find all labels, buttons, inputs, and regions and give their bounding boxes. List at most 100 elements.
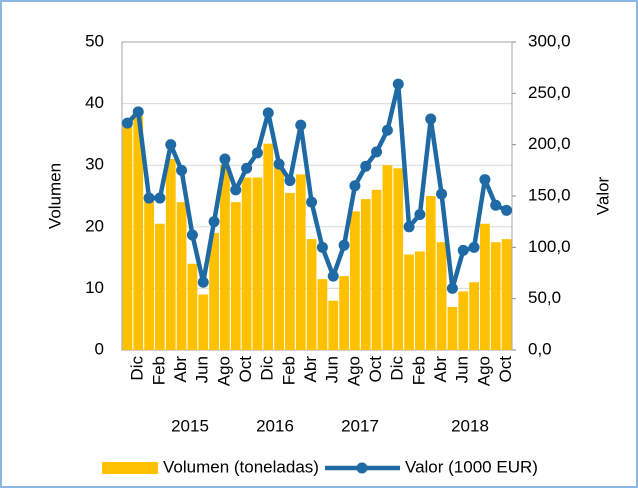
line-marker bbox=[230, 184, 242, 196]
y-tick-label: 50 bbox=[85, 31, 104, 50]
bar bbox=[371, 189, 382, 350]
line-marker bbox=[349, 180, 361, 192]
line-marker bbox=[197, 276, 209, 288]
bar bbox=[436, 242, 447, 350]
line-marker bbox=[251, 147, 263, 159]
plot-border bbox=[121, 41, 513, 351]
x-tick-label: Oct bbox=[496, 356, 515, 383]
x-tick-label: Ago bbox=[344, 356, 363, 386]
line-marker bbox=[219, 153, 231, 165]
bar bbox=[285, 192, 295, 350]
line-marker bbox=[392, 78, 404, 90]
bar bbox=[469, 282, 479, 350]
line-marker bbox=[273, 158, 285, 170]
year-label: 2015 bbox=[171, 416, 209, 435]
bar bbox=[133, 115, 144, 350]
legend-swatch bbox=[102, 462, 158, 474]
line-marker bbox=[501, 204, 513, 216]
bar bbox=[252, 177, 263, 350]
line-marker bbox=[176, 164, 188, 176]
line-marker bbox=[241, 162, 253, 174]
y2-axis-label: Valor bbox=[593, 176, 612, 215]
bar bbox=[306, 239, 317, 350]
bar bbox=[220, 165, 230, 350]
y-tick-label: 40 bbox=[85, 93, 104, 112]
x-tick-label: Feb bbox=[279, 356, 298, 385]
bar bbox=[263, 143, 274, 350]
bar bbox=[155, 223, 165, 350]
bar bbox=[501, 239, 512, 350]
x-tick-label: Dic bbox=[258, 356, 277, 381]
line-marker bbox=[154, 192, 166, 204]
x-tick-label: Feb bbox=[409, 356, 428, 385]
y-tick-label: 20 bbox=[85, 216, 104, 235]
line-marker bbox=[446, 282, 458, 294]
line-marker bbox=[327, 270, 339, 282]
line-marker bbox=[295, 119, 307, 131]
bar bbox=[447, 306, 458, 350]
bar bbox=[176, 202, 187, 350]
bar bbox=[198, 294, 209, 350]
bar bbox=[425, 196, 436, 350]
line-marker bbox=[381, 124, 393, 136]
year-label: 2016 bbox=[256, 416, 294, 435]
y2-tick-label: 250,0 bbox=[528, 83, 571, 102]
bar bbox=[458, 291, 469, 350]
y-tick-label: 0 bbox=[95, 339, 104, 358]
line-marker bbox=[457, 244, 469, 256]
line-marker bbox=[143, 192, 155, 204]
line-marker bbox=[338, 239, 350, 251]
line-marker bbox=[186, 229, 198, 241]
year-label: 2017 bbox=[341, 416, 379, 435]
x-tick-label: Jun bbox=[453, 356, 472, 383]
bar bbox=[393, 168, 404, 350]
line-marker bbox=[371, 146, 383, 158]
legend-label: Valor (1000 EUR) bbox=[405, 457, 538, 476]
bar bbox=[209, 232, 219, 350]
line-marker bbox=[360, 160, 372, 172]
bar bbox=[490, 242, 501, 350]
bar bbox=[295, 174, 306, 350]
x-tick-label: Abr bbox=[431, 356, 450, 383]
bar bbox=[122, 122, 133, 350]
line-marker bbox=[284, 175, 296, 187]
bar bbox=[328, 300, 339, 350]
line-marker bbox=[490, 199, 502, 211]
bar bbox=[415, 251, 425, 350]
bar bbox=[165, 159, 176, 350]
x-tick-label: Jun bbox=[193, 356, 212, 383]
bar bbox=[230, 202, 241, 350]
x-tick-label: Ago bbox=[474, 356, 493, 386]
y2-tick-label: 0,0 bbox=[528, 339, 552, 358]
line-marker bbox=[132, 106, 144, 118]
x-tick-label: Dic bbox=[388, 356, 407, 381]
bar bbox=[187, 263, 198, 350]
bar bbox=[404, 254, 414, 350]
bar bbox=[339, 276, 349, 350]
line-marker bbox=[306, 196, 318, 208]
legend-label: Volumen (toneladas) bbox=[163, 457, 319, 476]
y2-tick-label: 100,0 bbox=[528, 237, 571, 256]
y2-tick-label: 150,0 bbox=[528, 185, 571, 204]
y-tick-label: 10 bbox=[85, 278, 104, 297]
x-tick-label: Dic bbox=[128, 356, 147, 381]
x-tick-label: Abr bbox=[301, 356, 320, 383]
x-tick-label: Oct bbox=[366, 356, 385, 383]
line-marker bbox=[479, 174, 491, 186]
x-tick-label: Oct bbox=[236, 356, 255, 383]
line-marker bbox=[316, 241, 328, 253]
line-marker bbox=[403, 221, 415, 233]
x-tick-label: Jun bbox=[323, 356, 342, 383]
y2-tick-label: 50,0 bbox=[528, 288, 561, 307]
line-marker bbox=[121, 117, 133, 129]
line-marker bbox=[208, 216, 220, 228]
line bbox=[125, 81, 508, 291]
bar bbox=[382, 165, 393, 350]
line-marker bbox=[425, 113, 437, 125]
line-marker bbox=[436, 188, 448, 200]
bar bbox=[241, 177, 252, 350]
bar bbox=[317, 279, 328, 350]
year-label: 2018 bbox=[451, 416, 489, 435]
bar bbox=[274, 165, 284, 350]
